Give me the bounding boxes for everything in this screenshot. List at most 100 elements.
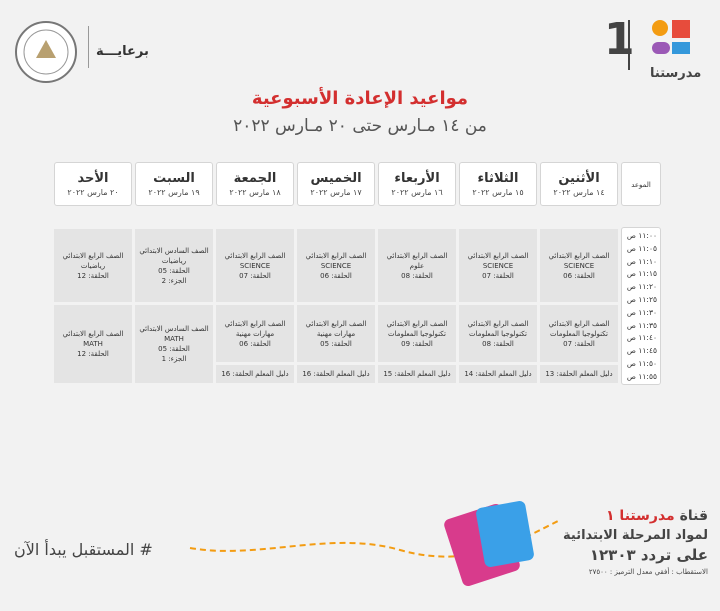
- channel-name: مدرستنا ١: [606, 508, 675, 524]
- day-header: الخميس ١٧ مارس ٢٠٢٢: [297, 162, 375, 206]
- guide: دليل المعلم الحلقة: 16: [302, 370, 370, 378]
- day-name: الخميس: [310, 171, 362, 186]
- program-line: الصف السادس الابتدائي: [139, 246, 209, 255]
- program-line: علوم: [409, 261, 425, 270]
- guide: دليل المعلم الحلقة: 13: [545, 370, 613, 378]
- guide-cell: دليل المعلم الحلقة: 16: [297, 365, 375, 383]
- program-line: الصف الرابع الابتدائي: [62, 251, 124, 260]
- program-cell: الصف الرابع الابتدائي SCIENCE الحلقة: 07: [459, 229, 537, 302]
- time-header: الموعد: [621, 162, 661, 206]
- program-line: الحلقة: 08: [401, 271, 433, 280]
- logo-text: مدرستنا: [650, 66, 702, 81]
- guide: دليل المعلم الحلقة: 15: [383, 370, 451, 378]
- program-line: الصف الرابع الابتدائي: [305, 319, 367, 328]
- program-line: تكنولوجيا المعلومات: [550, 329, 608, 338]
- subtitle: من ١٤ مـارس حتى ٢٠ مـارس ٢٠٢٢: [233, 116, 487, 136]
- channel-line: قناة مدرستنا ١: [560, 508, 708, 524]
- day-date: ١٦ مارس ٢٠٢٢: [391, 188, 443, 197]
- day-date: ١٩ مارس ٢٠٢٢: [148, 188, 200, 197]
- program-line: الحلقة: 06: [563, 271, 595, 280]
- program-cell: الصف السادس الابتدائي رياضيات الحلقة: 05 ال…: [135, 229, 213, 302]
- program-line: الحلقة: 05: [158, 345, 190, 353]
- ministry-emblem: [15, 21, 77, 83]
- program-line: الصف الرابع الابتدائي: [224, 319, 286, 328]
- guide: دليل المعلم الحلقة: 16: [221, 370, 289, 378]
- program-line: الحلقة: 06: [239, 339, 271, 348]
- guide-cell: دليل المعلم الحلقة: 14: [459, 365, 537, 383]
- program-line: الحلقة: 05: [320, 339, 352, 348]
- day-header: الأحد ٢٠ مارس ٢٠٢٢: [54, 162, 132, 206]
- program-line: الحلقة: 08: [482, 339, 514, 348]
- program-line: الحلقة: 07: [563, 339, 595, 348]
- program-cell: الصف الرابع الابتدائي تكنولوجيا المعلومات…: [540, 305, 618, 362]
- program-line: الصف الرابع الابتدائي: [62, 330, 124, 338]
- program-line: الصف السادس الابتدائي: [139, 325, 209, 333]
- program-line: الصف الرابع الابتدائي: [305, 251, 367, 260]
- sponsor: برعايـــة: [96, 44, 149, 59]
- time: ١١:٤٠ ص: [626, 333, 657, 343]
- program-cell: الصف الرابع الابتدائي SCIENCE الحلقة: 06: [297, 229, 375, 302]
- footer-art: [189, 501, 561, 586]
- guide-cell: دليل المعلم الحلقة: 13: [540, 365, 618, 383]
- program-line: الصف الرابع الابتدائي: [386, 319, 448, 328]
- footer-line: لمواد المرحلة الابتدائية: [563, 528, 708, 543]
- program-cell: الصف الرابع الابتدائي مهارات مهنية الحلقة:…: [297, 305, 375, 362]
- program-cell: الصف الرابع الابتدائي SCIENCE الحلقة: 07: [216, 229, 294, 302]
- day-name: الأربعاء: [394, 171, 440, 186]
- program-line: رياضيات: [161, 256, 187, 265]
- guide-cell: دليل المعلم الحلقة: 15: [378, 365, 456, 383]
- title: مواعيد الإعادة الأسبوعية: [251, 88, 469, 109]
- program-cell: الصف الرابع الابتدائي تكنولوجيا المعلومات…: [459, 305, 537, 362]
- day-date: ٢٠ مارس ٢٠٢٢: [67, 188, 119, 197]
- day-date: ١٧ مارس ٢٠٢٢: [310, 188, 362, 197]
- time: ١١:١٥ ص: [626, 269, 657, 279]
- program-cell: الصف السادس الابتدائي MATH الحلقة: 05 الجزء…: [135, 305, 213, 383]
- channel-prefix: قناة: [679, 508, 708, 524]
- time: ١١:٢٠ ص: [626, 282, 657, 292]
- time: ١١:٣٠ ص: [626, 307, 657, 317]
- program-line: الحلقة: 07: [239, 271, 271, 280]
- day-header: الأثنين ١٤ مارس ٢٠٢٢: [540, 162, 618, 206]
- day-name: الأحد: [77, 171, 109, 186]
- time: ١١:٠٥ ص: [626, 243, 657, 253]
- program-line: الصف الرابع الابتدائي: [548, 251, 610, 260]
- program-cell: الصف الرابع الابتدائي SCIENCE الحلقة: 06: [540, 229, 618, 302]
- program-line: الصف الرابع الابتدائي: [386, 251, 448, 260]
- program-cell: الصف الرابع الابتدائي علوم الحلقة: 08: [378, 229, 456, 302]
- program-line: الجزء: 2: [161, 276, 187, 285]
- day-header: السبت ١٩ مارس ٢٠٢٢: [135, 162, 213, 206]
- guide: دليل المعلم الحلقة: 14: [464, 370, 532, 378]
- footer-line: على تردد ١٢٣٠٣: [589, 546, 708, 564]
- logo-number: 1: [604, 14, 635, 65]
- day-header: الجمعة ١٨ مارس ٢٠٢٢: [216, 162, 294, 206]
- program-line: SCIENCE: [563, 261, 595, 270]
- time: ١١:١٠ ص: [626, 256, 657, 266]
- day-name: السبت: [153, 171, 195, 186]
- program-line: SCIENCE: [320, 261, 352, 270]
- time-column: ١١:٠٠ ص ١١:٠٥ ص ١١:١٠ ص ١١:١٥ ص ١١:٢٠ ص ١١:٢٥…: [621, 227, 661, 385]
- program-line: الصف الرابع الابتدائي: [467, 251, 529, 260]
- program-line: SCIENCE: [239, 261, 271, 270]
- guide-cell: دليل المعلم الحلقة: 16: [216, 365, 294, 383]
- program-line: الحلقة: 12: [77, 271, 109, 280]
- program-line: مهارات مهنية: [235, 329, 275, 338]
- day-date: ١٤ مارس ٢٠٢٢: [553, 188, 605, 197]
- program-line: MATH: [83, 340, 103, 348]
- program-line: الصف الرابع الابتدائي: [224, 251, 286, 260]
- logo-icon: [652, 20, 690, 54]
- program-line: الجزء: 1: [161, 355, 187, 363]
- day-header: الثلاثاء ١٥ مارس ٢٠٢٢: [459, 162, 537, 206]
- day-date: ١٥ مارس ٢٠٢٢: [472, 188, 524, 197]
- time: ١١:٣٥ ص: [626, 320, 657, 330]
- day-header: الأربعاء ١٦ مارس ٢٠٢٢: [378, 162, 456, 206]
- program-cell: الصف الرابع الابتدائي تكنولوجيا المعلومات…: [378, 305, 456, 362]
- program-line: تكنولوجيا المعلومات: [388, 329, 446, 338]
- time: ١١:٥٥ ص: [626, 371, 657, 381]
- day-name: الأثنين: [558, 171, 600, 186]
- day-name: الثلاثاء: [477, 171, 519, 186]
- time: ١١:٥٠ ص: [626, 358, 657, 368]
- day-date: ١٨ مارس ٢٠٢٢: [229, 188, 281, 197]
- hashtag: # المستقبل يبدأ الآن: [14, 540, 153, 559]
- time: ١١:٢٥ ص: [626, 294, 657, 304]
